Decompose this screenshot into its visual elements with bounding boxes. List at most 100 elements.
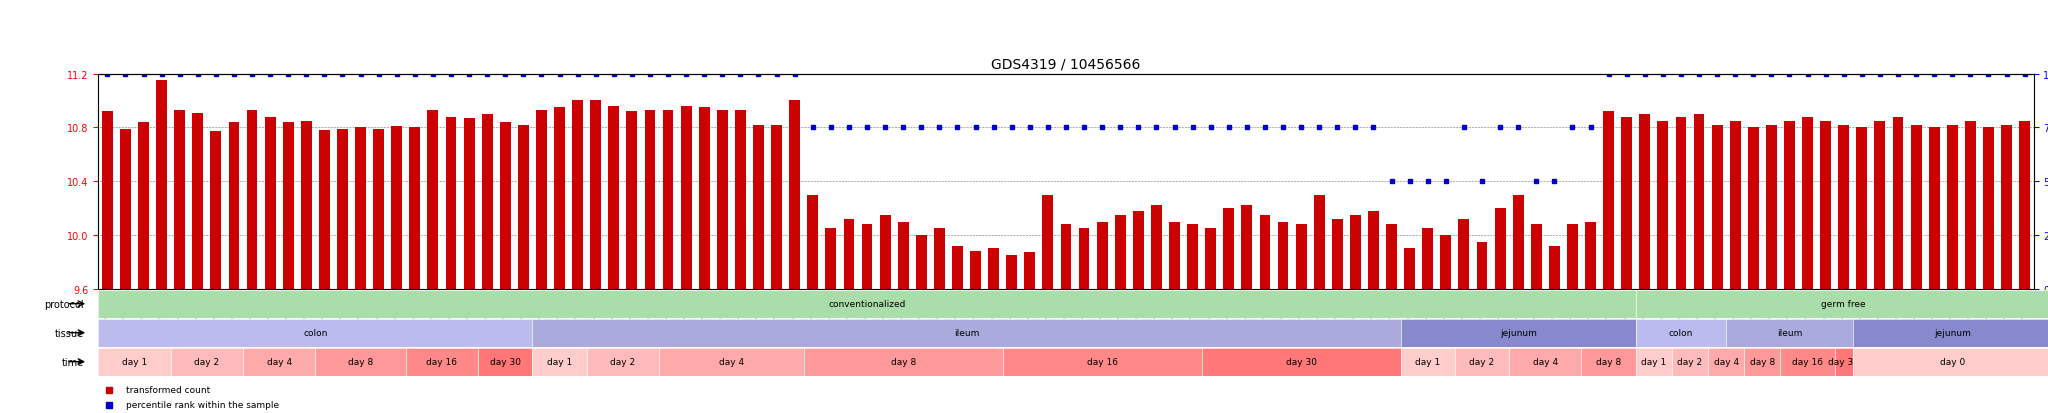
Bar — [754, 125, 764, 289]
Bar — [1133, 211, 1143, 289]
Bar — [1784, 121, 1794, 289]
Bar — [825, 229, 836, 289]
Bar — [410, 128, 420, 289]
Text: day 4: day 4 — [719, 357, 743, 366]
Bar — [1458, 219, 1468, 289]
Text: colon: colon — [303, 328, 328, 337]
Bar — [1386, 225, 1397, 289]
Bar — [338, 129, 348, 289]
Text: day 30: day 30 — [1286, 357, 1317, 366]
Text: percentile rank within the sample: percentile rank within the sample — [127, 400, 281, 409]
Bar — [1948, 125, 1958, 289]
Bar — [608, 107, 618, 289]
Text: day 0: day 0 — [1939, 357, 1964, 366]
Bar — [1114, 215, 1126, 289]
Bar — [1350, 215, 1360, 289]
Bar — [1694, 114, 1704, 289]
Text: day 4: day 4 — [1532, 357, 1559, 366]
Text: day 8: day 8 — [1595, 357, 1622, 366]
Bar — [1368, 211, 1378, 289]
Bar — [319, 131, 330, 289]
Text: germ free: germ free — [1821, 299, 1866, 309]
Bar — [121, 129, 131, 289]
Bar — [2019, 121, 2030, 289]
Bar — [1802, 117, 1812, 289]
Text: day 4: day 4 — [1714, 357, 1739, 366]
Bar — [862, 225, 872, 289]
Bar — [735, 111, 745, 289]
Bar — [1421, 229, 1434, 289]
Bar — [1405, 249, 1415, 289]
Bar — [1839, 125, 1849, 289]
Bar — [264, 117, 276, 289]
Text: day 1: day 1 — [121, 357, 147, 366]
Bar — [1765, 125, 1778, 289]
Bar — [1675, 117, 1686, 289]
Bar — [881, 215, 891, 289]
Bar — [1567, 225, 1577, 289]
Bar — [952, 246, 963, 289]
Bar — [463, 119, 475, 289]
Bar — [1296, 225, 1307, 289]
Bar — [246, 111, 258, 289]
Bar — [1440, 235, 1452, 289]
Bar — [1548, 246, 1561, 289]
Bar — [1638, 114, 1651, 289]
Bar — [446, 117, 457, 289]
Bar — [807, 195, 819, 289]
Bar — [229, 123, 240, 289]
Bar — [897, 222, 909, 289]
Text: tissue: tissue — [55, 328, 84, 338]
Bar — [1604, 112, 1614, 289]
Bar — [354, 128, 367, 289]
Text: ileum: ileum — [954, 328, 979, 337]
Text: day 2: day 2 — [195, 357, 219, 366]
Text: transformed count: transformed count — [127, 385, 211, 394]
Title: GDS4319 / 10456566: GDS4319 / 10456566 — [991, 58, 1141, 72]
Bar — [102, 112, 113, 289]
Bar — [1260, 215, 1270, 289]
Bar — [1530, 225, 1542, 289]
Bar — [571, 101, 584, 289]
Text: day 8: day 8 — [1749, 357, 1776, 366]
Bar — [301, 121, 311, 289]
Text: day 4: day 4 — [266, 357, 291, 366]
Bar — [1477, 242, 1487, 289]
Bar — [772, 125, 782, 289]
Bar — [1061, 225, 1071, 289]
Bar — [174, 111, 184, 289]
Bar — [680, 107, 692, 289]
Bar — [844, 219, 854, 289]
Bar — [211, 132, 221, 289]
Bar — [156, 81, 168, 289]
Bar — [481, 114, 494, 289]
Text: day 30: day 30 — [1829, 357, 1860, 366]
Bar — [1657, 121, 1669, 289]
Text: day 16: day 16 — [1087, 357, 1118, 366]
Bar — [1188, 225, 1198, 289]
Text: day 2: day 2 — [1677, 357, 1702, 366]
Bar — [1622, 117, 1632, 289]
Bar — [1223, 209, 1235, 289]
Bar — [137, 123, 150, 289]
Bar — [627, 112, 637, 289]
Bar — [1042, 195, 1053, 289]
Bar — [1024, 253, 1034, 289]
Bar — [1964, 121, 1976, 289]
Bar — [1513, 195, 1524, 289]
Bar — [555, 108, 565, 289]
Text: day 2: day 2 — [610, 357, 635, 366]
Text: ileum: ileum — [1778, 328, 1802, 337]
Text: protocol: protocol — [45, 299, 84, 309]
Text: colon: colon — [1669, 328, 1694, 337]
Bar — [971, 252, 981, 289]
Bar — [1747, 128, 1759, 289]
Bar — [664, 111, 674, 289]
Bar — [373, 129, 385, 289]
Bar — [717, 111, 727, 289]
Bar — [1241, 206, 1251, 289]
Bar — [1585, 222, 1595, 289]
Text: day 2: day 2 — [1468, 357, 1495, 366]
Text: jejunum: jejunum — [1499, 328, 1536, 337]
Bar — [1006, 256, 1018, 289]
